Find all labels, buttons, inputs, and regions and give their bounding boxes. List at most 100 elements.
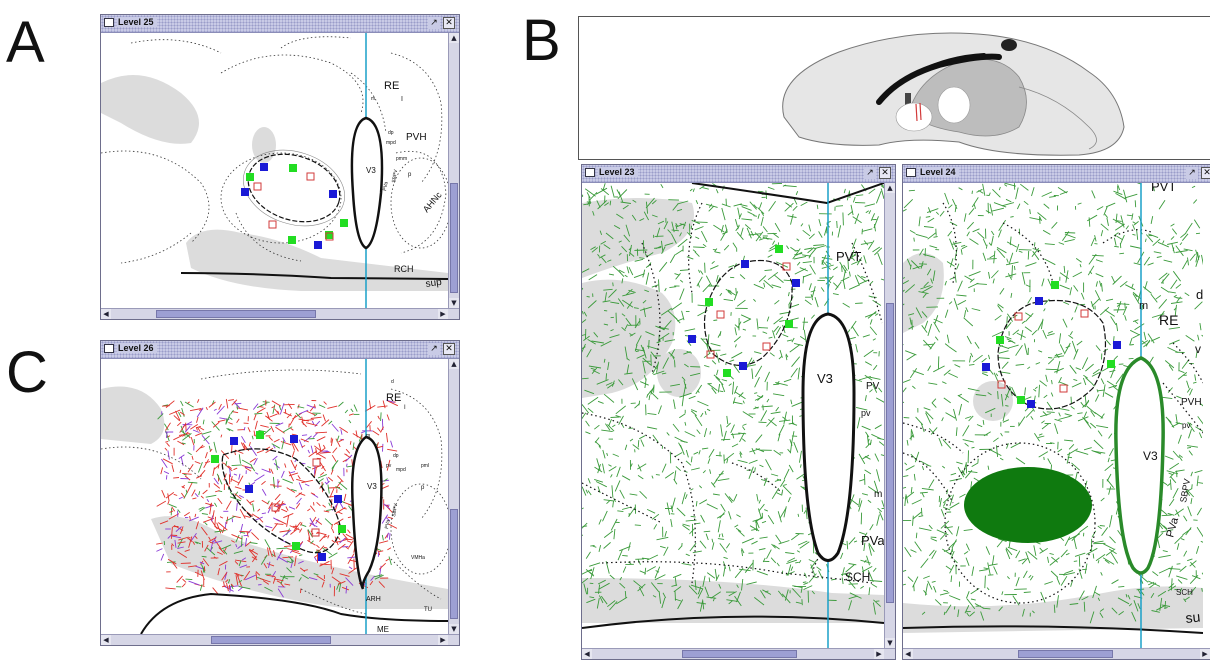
section-marker [915, 103, 918, 122]
vertical-scrollbar[interactable]: ▲ ▼ [884, 183, 895, 648]
close-icon[interactable]: ✕ [879, 167, 891, 179]
scroll-right-icon[interactable]: ▶ [874, 649, 884, 659]
atlas-canvas[interactable]: PVT RE m d v PVH pv V3 SBPV PVa SCH su [903, 183, 1203, 650]
scroll-thumb[interactable] [450, 509, 458, 619]
horizontal-scrollbar[interactable]: ◀ ▶ [582, 648, 895, 659]
scroll-thumb[interactable] [156, 310, 316, 318]
dotted-boundaries [101, 369, 448, 615]
maximize-icon[interactable]: ↗ [428, 343, 440, 355]
scroll-down-icon[interactable]: ▼ [885, 638, 895, 648]
scroll-up-icon[interactable]: ▲ [885, 183, 895, 193]
window-titlebar[interactable]: Level 26 ↗ ✕ [101, 341, 459, 359]
window-icon [104, 344, 114, 353]
label-mpd: mpd [386, 140, 396, 146]
label-m: m [874, 489, 882, 500]
region-outline[interactable] [997, 300, 1107, 410]
label-p: p [408, 172, 412, 178]
close-icon[interactable]: ✕ [443, 17, 455, 29]
green-markers[interactable] [996, 281, 1115, 404]
maximize-icon[interactable]: ↗ [428, 17, 440, 29]
window-titlebar[interactable]: Level 25 ↗ ✕ [101, 15, 459, 33]
blue-markers[interactable] [230, 435, 342, 561]
label-dp: dp [388, 130, 394, 136]
scroll-left-icon[interactable]: ◀ [582, 649, 592, 659]
region-outline[interactable] [239, 143, 348, 233]
window-titlebar[interactable]: Level 24 ↗ ✕ [903, 165, 1210, 183]
close-icon[interactable]: ✕ [443, 343, 455, 355]
atlas-canvas[interactable]: RE I PVH V3 AHNc RCH sup dp mpd pmm PVa … [101, 33, 448, 310]
gray-region [582, 279, 676, 398]
green-markers[interactable] [211, 431, 346, 550]
label-vmha: VMHa [411, 555, 425, 561]
boundary-line [582, 615, 884, 629]
atlas-canvas[interactable]: RE V3 ARH ME TU PVa SBPV mpd pml p VMHa … [101, 359, 448, 636]
panel-label-a: A [6, 10, 45, 75]
label-sch: SCH [845, 570, 870, 584]
label-pvh: PVH [406, 132, 427, 143]
gray-region [101, 386, 165, 444]
scroll-down-icon[interactable]: ▼ [449, 298, 459, 308]
scroll-thumb[interactable] [682, 650, 797, 658]
red-markers[interactable] [706, 262, 791, 359]
horizontal-scrollbar[interactable]: ◀ ▶ [903, 648, 1210, 659]
blue-markers[interactable] [688, 260, 800, 370]
label-pv-lower: pv [861, 408, 871, 418]
label-pvh: PVH [1181, 397, 1202, 408]
close-icon[interactable]: ✕ [1201, 167, 1210, 179]
horizontal-scrollbar[interactable]: ◀ ▶ [101, 634, 459, 645]
scroll-left-icon[interactable]: ◀ [903, 649, 913, 659]
label-i: I [404, 405, 406, 411]
vertical-scrollbar[interactable]: ▲ ▼ [448, 359, 459, 634]
scroll-up-icon[interactable]: ▲ [449, 33, 459, 43]
window-level-25[interactable]: Level 25 ↗ ✕ [100, 14, 460, 320]
fiber-field [156, 398, 398, 598]
scroll-left-icon[interactable]: ◀ [101, 635, 111, 645]
blue-markers[interactable] [241, 163, 337, 249]
horizontal-scrollbar[interactable]: ◀ ▶ [101, 308, 459, 319]
red-markers[interactable] [271, 458, 321, 537]
window-titlebar[interactable]: Level 23 ↗ ✕ [582, 165, 895, 183]
atlas-canvas[interactable]: PVT V3 PV pv PVa SCH m [582, 183, 884, 650]
scroll-right-icon[interactable]: ▶ [438, 309, 448, 319]
region-outline[interactable] [221, 448, 342, 554]
window-title: Level 25 [117, 17, 157, 27]
label-pv: pv [386, 463, 392, 469]
scroll-thumb[interactable] [211, 636, 331, 644]
scroll-down-icon[interactable]: ▼ [449, 624, 459, 634]
window-level-23[interactable]: Level 23 ↗ ✕ [581, 164, 896, 660]
scroll-thumb[interactable] [1018, 650, 1113, 658]
label-m: m [371, 96, 375, 102]
label-v3: V3 [1143, 449, 1158, 463]
label-pva: PVa [384, 519, 392, 529]
label-p: p [421, 485, 425, 491]
gray-region [973, 381, 1013, 421]
blue-markers[interactable] [982, 297, 1121, 408]
green-markers[interactable] [705, 245, 793, 377]
label-v: v [1195, 342, 1201, 356]
scroll-right-icon[interactable]: ▶ [1200, 649, 1210, 659]
panel-label-b: B [522, 8, 561, 73]
maximize-icon[interactable]: ↗ [1186, 167, 1198, 179]
label-sbpv: SBPV [391, 503, 399, 518]
label-pmm: pmm [396, 156, 407, 162]
scroll-right-icon[interactable]: ▶ [438, 635, 448, 645]
scroll-up-icon[interactable]: ▲ [449, 359, 459, 369]
label-mpd: mpd [396, 467, 406, 473]
red-markers[interactable] [253, 172, 334, 241]
green-markers[interactable] [246, 164, 348, 244]
fiber-tract [917, 53, 986, 74]
gray-region [657, 349, 701, 397]
sagittal-brain-view [578, 16, 1210, 160]
maximize-icon[interactable]: ↗ [864, 167, 876, 179]
window-level-24[interactable]: Level 24 ↗ ✕ [902, 164, 1210, 660]
scroll-thumb[interactable] [886, 303, 894, 603]
label-d: d [391, 379, 394, 385]
gray-region [186, 229, 448, 291]
vertical-scrollbar[interactable]: ▲ ▼ [448, 33, 459, 308]
scroll-left-icon[interactable]: ◀ [101, 309, 111, 319]
red-markers[interactable] [997, 309, 1089, 393]
label-re: RE [386, 392, 401, 404]
scroll-thumb[interactable] [450, 183, 458, 293]
window-level-26[interactable]: Level 26 ↗ ✕ [100, 340, 460, 646]
brain-region-dark [1001, 39, 1017, 51]
